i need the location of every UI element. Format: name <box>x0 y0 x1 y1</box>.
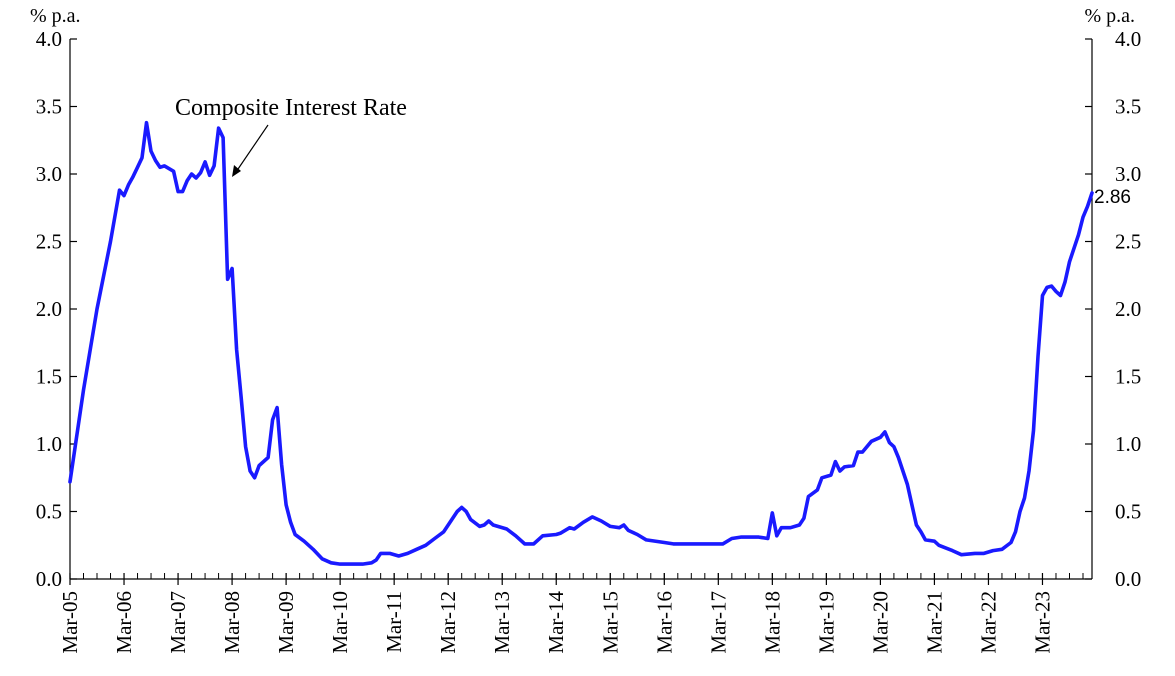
y-tick-label-left: 2.5 <box>36 230 62 254</box>
x-tick-label: Mar-08 <box>220 591 244 654</box>
x-tick-label: Mar-18 <box>760 591 784 654</box>
y-tick-label-right: 4.0 <box>1115 27 1141 51</box>
series-annotation: Composite Interest Rate <box>175 95 407 121</box>
x-tick-label: Mar-07 <box>166 591 190 654</box>
x-tick-label: Mar-12 <box>436 591 460 654</box>
y-tick-label-right: 3.0 <box>1115 162 1141 186</box>
composite-interest-rate-line <box>68 120 1094 566</box>
y-tick-label-right: 1.5 <box>1115 365 1141 389</box>
x-tick-label: Mar-11 <box>382 591 406 653</box>
y-axis-unit-left: % p.a. <box>30 5 81 27</box>
x-tick-label: Mar-15 <box>598 591 622 654</box>
y-tick-label-right: 1.0 <box>1115 432 1141 456</box>
x-tick-label: Mar-14 <box>544 591 568 654</box>
x-tick-label: Mar-19 <box>814 591 838 654</box>
annotation-arrow-icon <box>235 124 269 173</box>
axes-group: 0.0 0.0 0.5 0.5 1.0 1.0 1.5 1.5 2.0 2.0 2.5 2.5 3.0 3… <box>36 27 1142 654</box>
x-tick-label: Mar-21 <box>922 591 946 654</box>
x-tick-label: Mar-09 <box>274 591 298 654</box>
y-tick-label-left: 4.0 <box>36 27 62 51</box>
y-tick-label-left: 3.0 <box>36 162 62 186</box>
y-tick-label-left: 0.0 <box>36 567 62 591</box>
y-axis-unit-right: % p.a. <box>1084 5 1135 27</box>
y-tick-label-left: 0.5 <box>36 500 62 524</box>
y-tick-label-right: 2.5 <box>1115 230 1141 254</box>
x-tick-label: Mar-16 <box>652 591 676 654</box>
x-tick-label: Mar-20 <box>868 591 892 654</box>
x-tick-label: Mar-17 <box>706 591 730 654</box>
y-tick-label-right: 0.5 <box>1115 500 1141 524</box>
last-value-label: 2.86 <box>1094 187 1131 208</box>
y-tick-label-right: 0.0 <box>1115 567 1141 591</box>
y-tick-label-left: 1.5 <box>36 365 62 389</box>
x-tick-label: Mar-13 <box>490 591 514 654</box>
x-tick-label: Mar-23 <box>1030 591 1054 654</box>
x-tick-label: Mar-05 <box>58 591 82 654</box>
x-tick-label: Mar-22 <box>976 591 1000 654</box>
y-tick-label-right: 2.0 <box>1115 297 1141 321</box>
y-tick-label-left: 2.0 <box>36 297 62 321</box>
y-tick-label-left: 3.5 <box>36 95 62 119</box>
x-tick-label: Mar-10 <box>328 591 352 654</box>
annotation-arrowhead-icon <box>232 165 241 177</box>
y-tick-label-left: 1.0 <box>36 432 62 456</box>
y-tick-label-right: 3.5 <box>1115 95 1141 119</box>
x-tick-label: Mar-06 <box>112 591 136 654</box>
